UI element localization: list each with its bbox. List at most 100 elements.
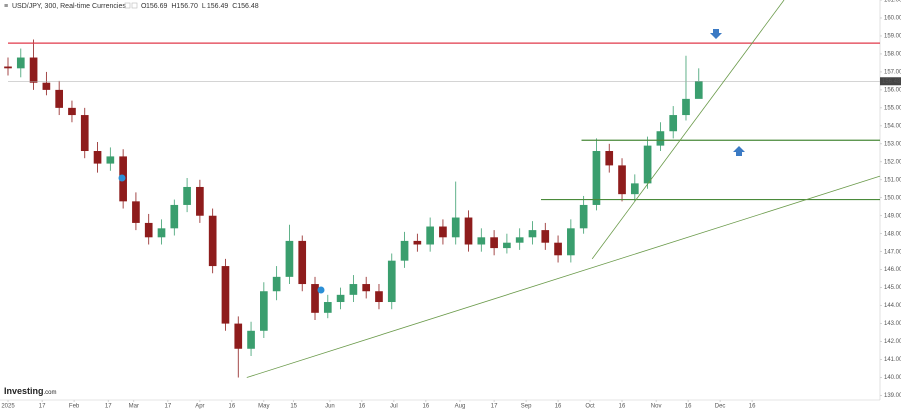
ohlc-value: 156.70 <box>176 3 198 10</box>
candle-body <box>400 240 409 261</box>
candle-body <box>93 151 102 164</box>
candle-body <box>682 98 690 116</box>
trend-line <box>246 175 881 378</box>
candle-body <box>439 226 447 238</box>
menu-icon[interactable]: ≡ <box>4 3 8 10</box>
candle-body <box>451 217 460 238</box>
y-tick-label: 142.00 <box>884 339 901 345</box>
candle-body <box>490 237 498 249</box>
candle-body <box>260 291 268 331</box>
x-tick-label: Oct <box>585 404 595 410</box>
candle-body <box>4 66 12 69</box>
candle-body <box>387 260 396 303</box>
candle-body <box>196 186 204 216</box>
x-tick-label: Mar <box>129 404 139 410</box>
y-tick-label: 143.00 <box>884 321 901 327</box>
y-tick-label: 152.00 <box>884 159 901 165</box>
x-tick-label: 17 <box>491 404 498 410</box>
y-tick-label: 156.00 <box>884 87 901 93</box>
candle-body <box>221 266 230 324</box>
candle-body <box>503 242 511 249</box>
y-tick-label: 158.00 <box>884 52 901 58</box>
candle-body <box>285 240 294 277</box>
x-tick-label: Apr <box>195 404 204 410</box>
candle-body <box>592 151 601 205</box>
candle-body <box>362 284 371 292</box>
candle-body <box>618 165 626 195</box>
candle-body <box>554 242 562 256</box>
candle-body <box>272 276 281 292</box>
brand-logo: Investing.com <box>4 386 57 396</box>
ohlc-value: 156.48 <box>237 3 259 10</box>
last-price-box <box>880 77 901 86</box>
x-tick-label: 17 <box>105 404 112 410</box>
trend-line <box>591 0 785 260</box>
candle-body <box>311 284 319 313</box>
candle-body <box>144 222 153 238</box>
candle-body <box>157 228 166 238</box>
candle-body <box>208 215 217 267</box>
ohlc-letter: C <box>232 3 237 10</box>
candle-body <box>234 323 243 349</box>
candle-body <box>106 156 115 164</box>
candle-body <box>336 294 345 303</box>
ohlc-value: 156.49 <box>207 3 229 10</box>
candle-body <box>605 151 614 166</box>
candle-body <box>567 228 575 256</box>
x-tick-label: Aug <box>455 404 466 410</box>
candle-body <box>80 115 89 152</box>
ohlc-letter: O <box>141 3 147 10</box>
x-tick-label: Sep <box>521 404 532 410</box>
candle-body <box>247 330 255 349</box>
y-tick-label: 149.00 <box>884 213 901 219</box>
x-tick-label: 16 <box>749 404 756 410</box>
brand: Investing <box>4 386 44 396</box>
y-tick-label: 150.00 <box>884 195 901 201</box>
arrow-up <box>733 146 745 156</box>
candle-body <box>42 82 51 90</box>
candle-body <box>298 240 307 285</box>
candle-body <box>528 230 537 238</box>
candle-body <box>541 230 550 243</box>
event-icon[interactable] <box>118 174 126 182</box>
candle-body <box>183 186 191 205</box>
x-tick-label: 16 <box>685 404 692 410</box>
x-tick-label: 16 <box>619 404 626 410</box>
x-tick-label: 2025 <box>1 404 15 410</box>
chart-title: USD/JPY, 300, Real-time Currencies <box>12 3 126 10</box>
candle-body <box>413 240 422 245</box>
candle-body <box>477 237 486 245</box>
candle-body <box>426 226 434 245</box>
candle-body <box>464 217 473 245</box>
y-tick-label: 151.00 <box>884 177 901 183</box>
x-tick-label: Nov <box>651 404 662 410</box>
candle-body <box>349 284 358 295</box>
y-tick-label: 141.00 <box>884 357 901 363</box>
candle-body <box>656 131 665 146</box>
y-tick-label: 144.00 <box>884 303 901 309</box>
ohlc-value: 156.69 <box>146 3 168 10</box>
ohlc-letter: L <box>202 3 206 10</box>
x-tick-label: Dec <box>715 404 726 410</box>
x-tick-label: May <box>258 404 269 410</box>
y-tick-label: 159.00 <box>884 34 901 40</box>
candle-body <box>68 107 76 116</box>
event-icon[interactable] <box>317 286 325 294</box>
x-tick-label: 16 <box>229 404 236 410</box>
x-tick-label: 16 <box>359 404 366 410</box>
ohlc-letter: H <box>171 3 176 10</box>
y-tick-label: 155.00 <box>884 105 901 111</box>
header-icon[interactable] <box>131 2 138 9</box>
x-tick-label: Jul <box>390 404 398 410</box>
header-icon[interactable] <box>124 2 131 9</box>
x-tick-label: 17 <box>165 404 172 410</box>
candle-body <box>375 291 383 303</box>
y-tick-label: 161.00 <box>884 0 901 4</box>
y-tick-label: 148.00 <box>884 231 901 237</box>
candle-body <box>170 204 179 229</box>
y-tick-label: 157.00 <box>884 69 901 75</box>
candle-body <box>694 81 703 99</box>
candle-body <box>16 57 25 69</box>
y-tick-label: 147.00 <box>884 249 901 255</box>
